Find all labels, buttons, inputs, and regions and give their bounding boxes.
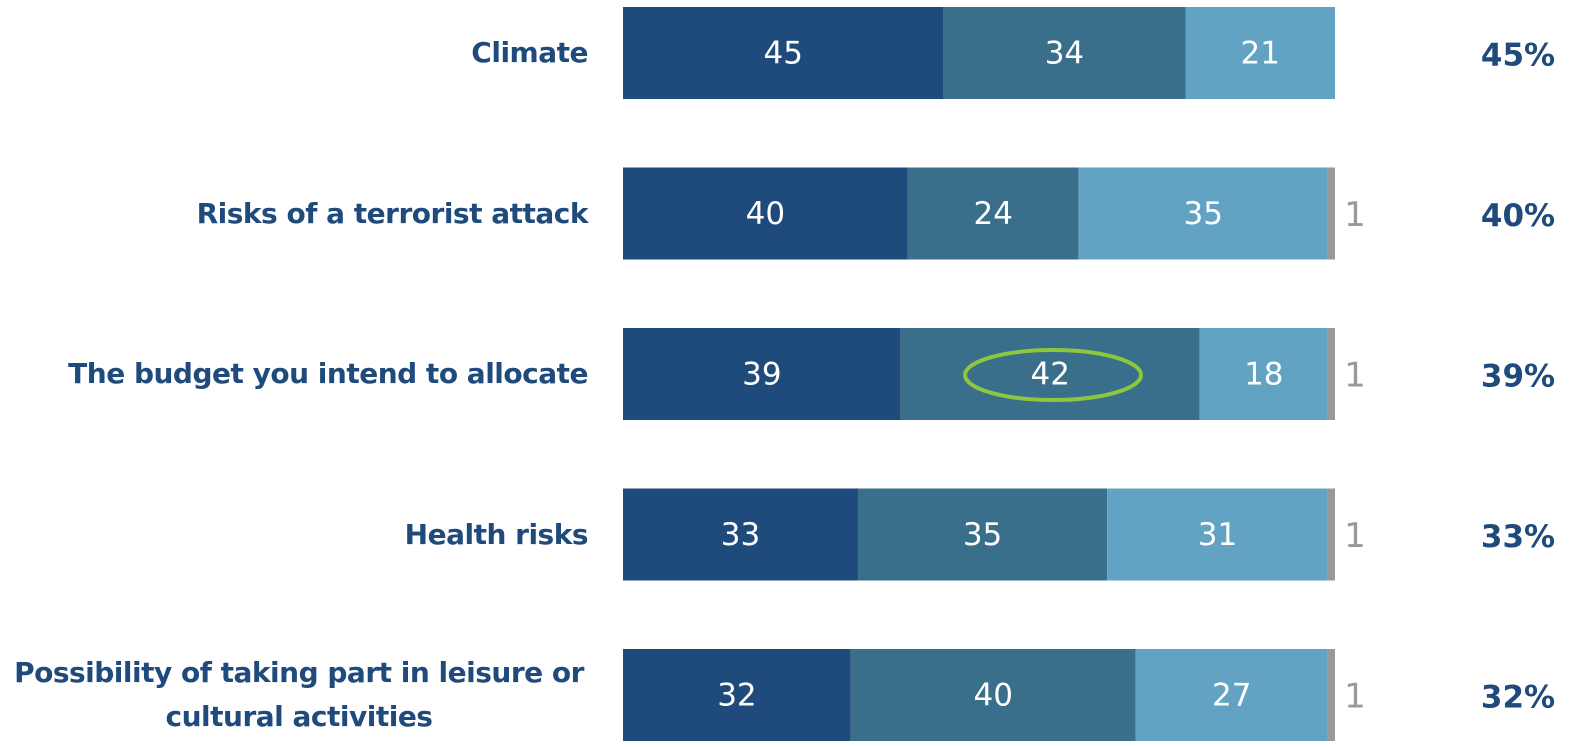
right-label: 45% [1481,38,1555,74]
category-label: Climate [471,36,588,69]
bar-segment [1078,167,1328,260]
bar-segment [857,488,1108,581]
segment-label: 21 [1241,36,1280,72]
category-label: The budget you intend to allocate [68,357,588,390]
category-label-box: Climate [10,7,588,99]
bar-segment [623,167,908,260]
segment-label: 39 [742,357,781,393]
bar-segment [623,488,858,581]
segment-label: 42 [1030,357,1069,393]
segment-label: 40 [974,678,1013,714]
bar-segment [1327,649,1335,741]
segment-label: 40 [746,196,785,232]
highlight-ellipse [963,348,1143,402]
bar-segment [907,167,1079,260]
bar-segment [1327,488,1335,581]
segment-label: 35 [963,517,1002,553]
segment-label: 1 [1344,516,1366,556]
segment-label: 32 [717,678,756,714]
segment-label: 45 [763,36,802,72]
bar-segment [850,649,1136,741]
category-label-box: Possibility of taking part in leisure or… [10,649,588,741]
segment-label: 1 [1344,677,1366,717]
segment-label: 1 [1344,195,1366,235]
segment-label: 31 [1198,517,1237,553]
segment-label: 35 [1184,196,1223,232]
bar-segment [1107,488,1328,581]
segment-label: 34 [1045,36,1084,72]
bar-segment [1199,328,1328,420]
category-label: Possibility of taking part in leisure or… [14,656,584,733]
category-label: Health risks [404,517,589,551]
right-label: 33% [1481,519,1555,555]
bar-segment [1185,7,1335,99]
bar-segment [943,7,1186,99]
segment-label: 27 [1212,678,1251,714]
bar-segment [1135,649,1328,741]
category-label-box: The budget you intend to allocate [10,328,588,420]
segment-label: 33 [721,517,760,553]
category-label: Risks of a terrorist attack [196,196,589,230]
category-label-box: Health risks [10,489,589,581]
segment-label: 24 [974,196,1013,232]
segment-label: 18 [1244,357,1283,393]
segment-label: 1 [1344,356,1366,396]
right-label: 40% [1481,198,1555,234]
right-label: 32% [1481,680,1555,716]
bar-segment [623,328,901,420]
bar-segment [900,328,1200,420]
bar-segment [1327,328,1335,420]
category-label-box: Risks of a terrorist attack [10,168,589,260]
bar-segment [1327,167,1335,260]
right-label: 39% [1481,359,1555,395]
bar-segment [623,7,944,99]
bar-segment [623,649,851,741]
